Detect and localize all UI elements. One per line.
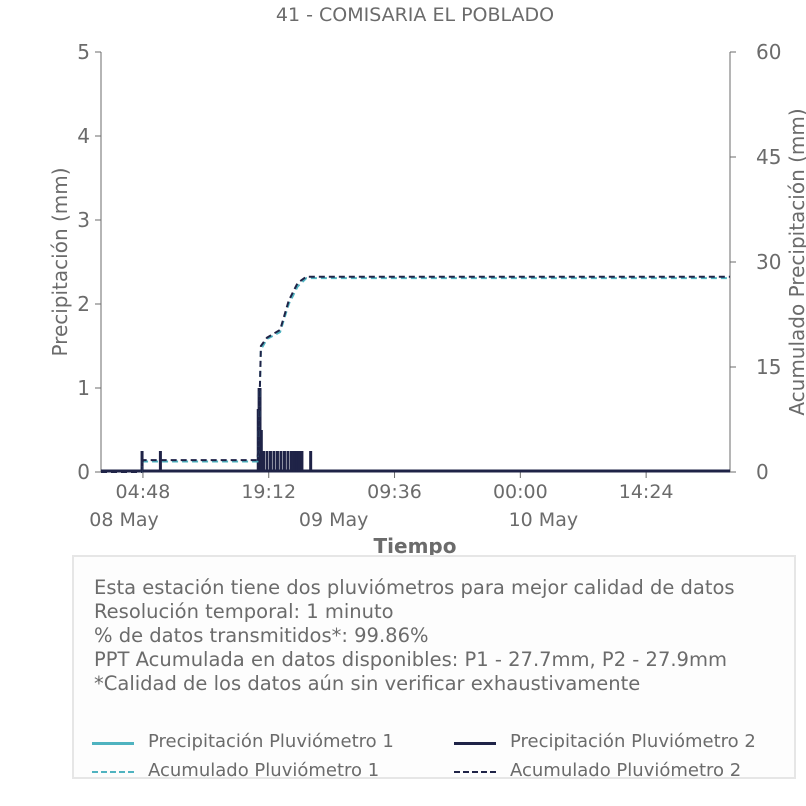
note-line: Esta estación tiene dos pluviómetros par… <box>94 576 735 599</box>
legend-label-acum1: Acumulado Pluviómetro 1 <box>148 760 380 781</box>
legend-swatch-p2 <box>454 742 496 745</box>
note-line: *Calidad de los datos aún sin verificar … <box>94 672 641 695</box>
y-tick-label-left: 5 <box>77 40 90 64</box>
info-box: Esta estación tiene dos pluviómetros par… <box>72 555 796 781</box>
legend-label-p2: Precipitación Pluviómetro 2 <box>510 731 756 752</box>
y-tick-label-left: 2 <box>77 292 90 316</box>
legend-label-acum2: Acumulado Pluviómetro 2 <box>510 760 742 781</box>
legend-label-p1: Precipitación Pluviómetro 1 <box>148 731 394 752</box>
note-line: PPT Acumulada en datos disponibles: P1 -… <box>94 648 727 671</box>
x-date-label: 10 May <box>509 509 579 531</box>
y-tick-label-right: 60 <box>756 40 781 64</box>
y-tick-label-left: 4 <box>77 124 90 148</box>
y-axis-label-left: Precipitación (mm) <box>48 167 72 356</box>
x-tick-label: 14:24 <box>619 481 674 503</box>
y-tick-label-right: 15 <box>756 355 781 379</box>
legend-swatch-acum1 <box>92 771 134 773</box>
y-tick-label-right: 30 <box>756 250 781 274</box>
y-tick-label-left: 1 <box>77 376 90 400</box>
legend-swatch-acum2 <box>454 771 496 773</box>
x-tick-label: 09:36 <box>367 481 422 503</box>
x-axis-label: Tiempo <box>374 534 457 558</box>
chart-title: 41 - COMISARIA EL POBLADO <box>276 4 554 26</box>
x-tick-label: 19:12 <box>241 481 296 503</box>
legend-swatch-p1 <box>92 742 134 745</box>
cumulative-line <box>101 275 730 473</box>
x-tick-label: 00:00 <box>493 481 548 503</box>
plot-marks <box>101 275 730 473</box>
y-axis-label-right: Acumulado Precipitación (mm) <box>785 108 806 415</box>
y-tick-label-right: 45 <box>756 145 781 169</box>
cumulative-line <box>101 277 730 473</box>
note-line: Resolución temporal: 1 minuto <box>94 600 394 623</box>
y-tick-label-left: 0 <box>77 460 90 484</box>
note-line: % de datos transmitidos*: 99.86% <box>94 624 429 647</box>
x-date-label: 09 May <box>299 509 369 531</box>
y-tick-label-right: 0 <box>756 460 769 484</box>
y-tick-label-left: 3 <box>77 208 90 232</box>
x-tick-label: 04:48 <box>116 481 171 503</box>
x-date-label: 08 May <box>89 509 159 531</box>
